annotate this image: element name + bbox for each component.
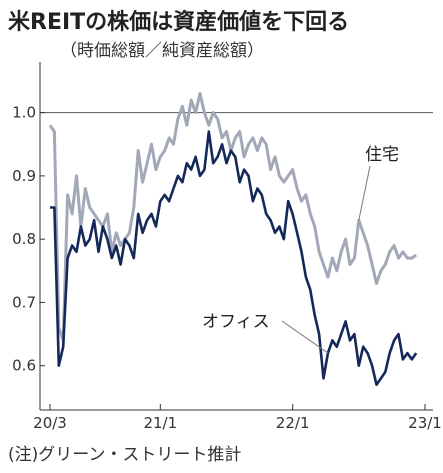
leader-line-office [281, 320, 329, 354]
x-tick-label: 20/3 [33, 414, 67, 432]
leader-line-residential [358, 165, 371, 221]
x-tick-label: 22/1 [276, 414, 310, 432]
chart-title: 米REITの株価は資産価値を下回る [8, 10, 350, 35]
source-note: (注)グリーン・ストリート推計 [8, 445, 242, 465]
y-tick-label: 0.6 [12, 357, 36, 375]
y-tick-label: 1.0 [12, 104, 36, 122]
series-line-office [50, 130, 418, 387]
chart-subtitle: （時価総額／純資産総額） [60, 41, 264, 61]
x-tick-label: 21/1 [143, 414, 177, 432]
series-label-residential: 住宅 [365, 145, 399, 165]
y-tick-label: 0.9 [12, 167, 36, 185]
x-tick-label: 23/1 [408, 414, 442, 432]
y-tick-label: 0.7 [12, 293, 36, 311]
series-label-office: オフィス [202, 312, 270, 332]
series-line-residential [48, 92, 418, 342]
y-tick-label: 0.8 [12, 230, 36, 248]
